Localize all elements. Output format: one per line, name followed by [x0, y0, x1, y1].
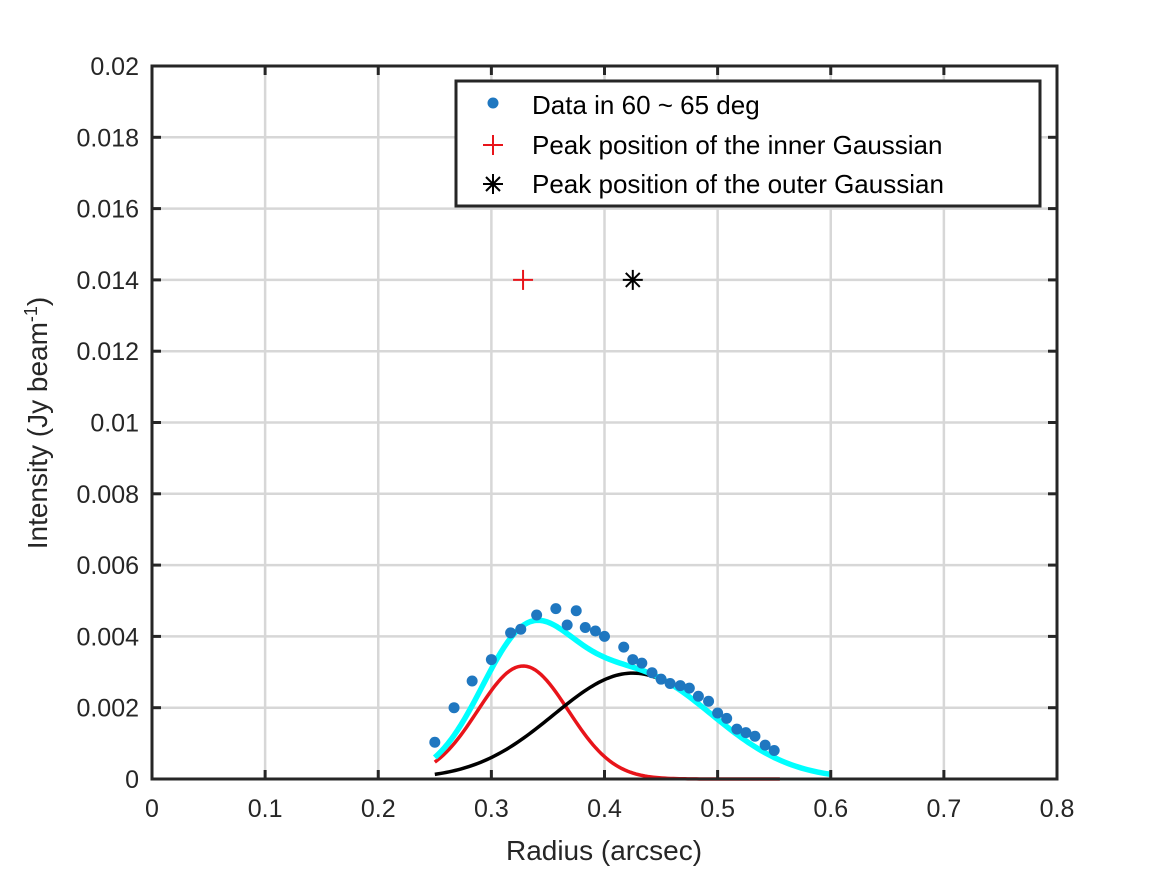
y-tick-label: 0.02	[90, 53, 139, 81]
data-point	[664, 677, 676, 689]
data-point	[768, 744, 780, 756]
data-point	[683, 682, 695, 694]
data-point	[655, 673, 667, 685]
x-tick-label: 0	[145, 795, 159, 823]
data-point	[721, 712, 733, 724]
y-tick-label: 0.012	[76, 338, 139, 366]
data-point	[561, 619, 573, 631]
y-tick-label: 0.002	[76, 695, 139, 723]
data-point	[627, 654, 639, 666]
data-point	[759, 739, 771, 751]
x-tick-label: 0.1	[248, 795, 283, 823]
legend-box	[454, 79, 1042, 208]
data-point	[531, 609, 543, 621]
y-axis-label: Intensity (Jy beam-1)	[21, 297, 53, 550]
y-tick-label: 0.018	[76, 124, 139, 152]
x-axis-label: Radius (arcsec)	[506, 835, 702, 866]
data-point	[674, 680, 686, 692]
data-point	[570, 605, 582, 617]
outer-peak-marker	[622, 269, 643, 290]
data-point	[579, 621, 591, 633]
data-point	[692, 690, 704, 702]
data-point	[505, 627, 517, 639]
legend-label-data: Data in 60 ~ 65 deg	[532, 90, 760, 120]
y-axis-label-superscript: -1	[21, 306, 41, 322]
data-point	[515, 623, 527, 635]
data-point	[589, 625, 601, 637]
x-tick-label: 0.4	[587, 795, 622, 823]
x-tick-labels: 0 0.1 0.2 0.3 0.4 0.5 0.6 0.7 0.8	[145, 795, 1074, 823]
data-point	[703, 695, 715, 707]
peak-markers	[513, 269, 643, 290]
outer-peak-marker-d2	[625, 272, 641, 288]
data-point	[646, 667, 658, 679]
data-point	[550, 603, 562, 615]
x-tick-label: 0.7	[926, 795, 961, 823]
x-tick-label: 0.8	[1040, 795, 1075, 823]
legend-label-outer: Peak position of the outer Gaussian	[532, 169, 944, 199]
sum-fit-curve	[432, 617, 832, 778]
legend-inner-marker	[483, 135, 503, 155]
y-tick-label: 0.008	[76, 481, 139, 509]
plot-frame	[150, 64, 1059, 781]
data-points	[429, 603, 780, 756]
y-tick-label: 0.01	[90, 410, 139, 438]
data-point	[749, 730, 761, 742]
data-point	[731, 723, 743, 735]
x-tick-label: 0.2	[361, 795, 396, 823]
data-point	[712, 707, 724, 719]
data-point	[448, 702, 460, 714]
data-point	[618, 641, 630, 653]
data-point	[429, 736, 441, 748]
y-tick-label: 0.004	[76, 623, 139, 651]
y-tick-labels: 0 0.002 0.004 0.006 0.008 0.01 0.012 0.014 0.016…	[76, 53, 139, 794]
x-tick-label: 0.6	[813, 795, 848, 823]
data-point	[466, 675, 478, 687]
legend: Data in 60 ~ 65 deg Peak position of the…	[454, 79, 1042, 208]
y-tick-label: 0	[125, 766, 139, 794]
y-axis-label-close: )	[22, 297, 53, 306]
y-tick-label: 0.006	[76, 552, 139, 580]
legend-label-inner: Peak position of the inner Gaussian	[532, 130, 942, 160]
data-point	[740, 727, 752, 739]
legend-data-marker	[487, 97, 499, 109]
data-point	[599, 630, 610, 642]
inner-peak-marker	[513, 269, 534, 290]
x-tick-label: 0.3	[474, 795, 509, 823]
y-axis-label-main: Intensity (Jy beam	[22, 322, 53, 549]
y-tick-label: 0.016	[76, 196, 139, 224]
x-tick-label: 0.5	[700, 795, 735, 823]
legend-outer-marker	[483, 174, 503, 194]
data-point	[636, 657, 648, 669]
y-tick-label: 0.014	[76, 267, 139, 295]
data-point	[485, 654, 497, 666]
